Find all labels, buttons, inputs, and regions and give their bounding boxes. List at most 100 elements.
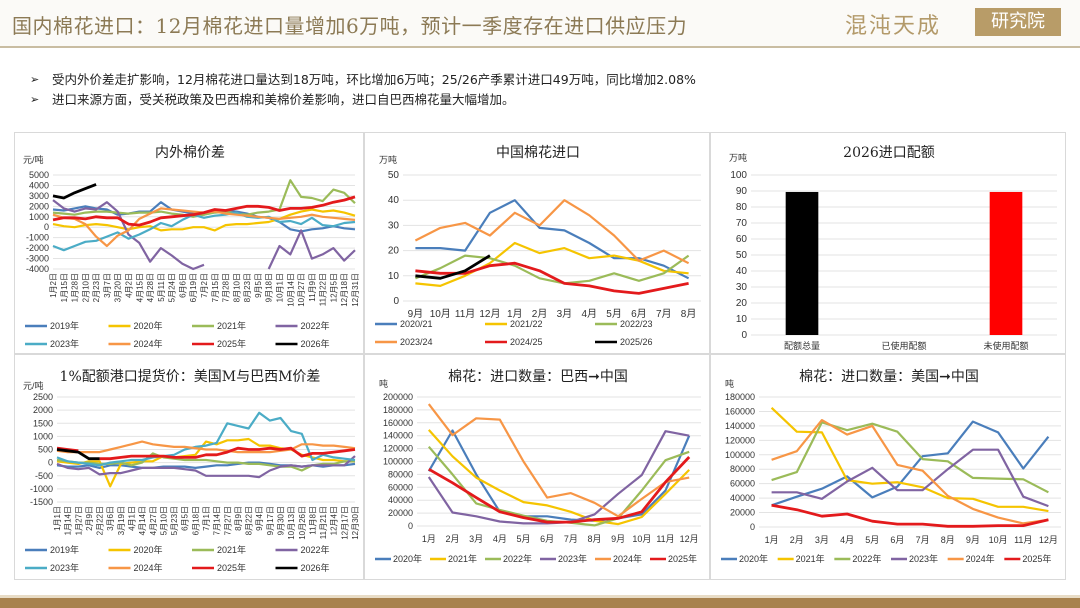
- y-tick-label: 2000: [29, 201, 49, 211]
- y-tick-label: 160000: [725, 406, 755, 416]
- y-tick-label: 2000: [33, 405, 53, 415]
- x-tick-label: 11月: [656, 534, 674, 544]
- x-tick-label: 5月10日: [159, 506, 168, 535]
- series-line-2020: [415, 241, 689, 287]
- chart-panel-us-brazil-spread: 1%配额港口提货价：美国M与巴西M价差 元/吨 2500 2000 1500 1000 50…: [14, 354, 364, 580]
- legend-label: 2023年: [909, 553, 938, 564]
- y-tick-label: 50: [736, 250, 748, 261]
- x-tick-label: 1月14日: [64, 506, 73, 535]
- y-tick-label: -3000: [26, 254, 49, 264]
- series-line-2019: [427, 429, 691, 522]
- series-group: [414, 199, 690, 295]
- x-tick-label: 8月9日: [234, 506, 243, 531]
- legend-label: 2020年: [134, 544, 163, 555]
- chart-title: 棉花：进口数量：巴西➞中国: [448, 368, 628, 385]
- x-tick-label: 3月19日: [117, 506, 126, 535]
- y-tick-label: 80: [736, 202, 748, 213]
- legend-label: 2022年: [852, 553, 881, 564]
- y-tick-label: -2000: [26, 243, 49, 253]
- x-tick-label: 4月: [581, 308, 597, 320]
- x-tick-label: 8月: [587, 534, 601, 544]
- x-tick-label: 7月28日: [222, 273, 231, 302]
- series-line-2022: [771, 448, 1049, 508]
- series-line-2025: [771, 503, 1049, 528]
- y-tick-label: 500: [38, 445, 53, 455]
- x-tick-label: 1月2日: [49, 273, 58, 298]
- x-tick-label: 2月: [445, 534, 459, 544]
- series-group: [427, 403, 691, 527]
- series-line-2021: [414, 254, 690, 285]
- x-tick-label: 10月: [989, 535, 1008, 545]
- legend-label: 2021年: [448, 553, 477, 564]
- x-tick-label: 1月: [422, 534, 436, 544]
- logo-badge: 研究院: [975, 8, 1061, 36]
- gridlines: [57, 396, 355, 503]
- legend-label: 2025年: [668, 553, 697, 564]
- series-line-2022: [52, 199, 356, 271]
- x-tick-label: 12月: [1039, 535, 1058, 545]
- logo-text: 混沌天成: [845, 14, 942, 39]
- y-tick-label: 90: [736, 186, 748, 197]
- summary-bullets: ➢ 受内外价差走扩影响，12月棉花进口量达到18万吨，环比增加6万吨；25/26…: [30, 70, 696, 110]
- footer-divider: [0, 595, 1080, 598]
- x-tick-label: 1月28日: [71, 273, 80, 302]
- y-tick-label: 3000: [29, 191, 49, 201]
- y-tick-label: 5000: [29, 170, 49, 180]
- series-line-2023: [56, 411, 356, 467]
- y-tick-label: 1000: [29, 212, 49, 222]
- x-tick-label: 7月: [656, 308, 672, 320]
- legend-label: 2020/21: [400, 319, 433, 329]
- y-tick-label: 2500: [33, 392, 53, 402]
- legend-label: 2020年: [393, 553, 422, 564]
- y-tick-label: 40: [388, 195, 400, 206]
- y-tick-label: 20000: [730, 508, 755, 518]
- x-tick-label: 12月17日: [340, 506, 349, 540]
- y-axis-unit-label: 元/吨: [23, 154, 44, 165]
- x-tick-label: 11月22日: [319, 273, 328, 306]
- x-tick-label: 配额总量: [784, 340, 820, 351]
- y-axis-unit-label: 元/吨: [23, 380, 44, 391]
- legend-label: 2022年: [301, 320, 330, 331]
- x-tick-label: 6月6日: [178, 273, 187, 298]
- x-tick-label: 3月20日: [114, 273, 123, 302]
- x-tick-label: 8月: [941, 535, 955, 545]
- y-tick-label: 0: [741, 330, 747, 341]
- legend-label: 2022/23: [620, 319, 653, 329]
- y-tick-label: 10: [736, 314, 748, 325]
- y-tick-label: 50: [388, 170, 400, 181]
- x-tick-label: 8月22日: [245, 506, 254, 535]
- y-tick-label: 200000: [383, 392, 413, 402]
- legend-label: 2025/26: [620, 337, 653, 347]
- chart-panel-domestic-foreign-spread: 内外棉价差 元/吨 5000 4000 3000 2000 1000 0 -1000 -2000-…: [14, 132, 364, 354]
- y-tick-label: 10: [388, 271, 400, 282]
- x-tick-label: 8月: [681, 308, 697, 320]
- x-tick-label: 5月: [606, 308, 622, 320]
- x-tick-label: 10月14日: [286, 273, 295, 307]
- legend-label: 2025年: [217, 338, 246, 349]
- y-tick-label: 60: [736, 234, 748, 245]
- x-tick-label: 12月31日: [351, 273, 360, 307]
- x-tick-label: 11月8日: [308, 506, 317, 535]
- legend-label: 2019年: [50, 320, 79, 331]
- y-tick-label: 80000: [730, 464, 755, 474]
- x-tick-label: 10月1日: [276, 273, 285, 302]
- x-tick-label: 1月27日: [74, 506, 83, 535]
- x-tick-label: 5月11日: [157, 273, 166, 302]
- x-tick-label: 12月30日: [351, 506, 360, 540]
- x-tick-label: 11月9日: [308, 273, 317, 302]
- x-tick-label: 7月1日: [202, 506, 211, 531]
- x-tick-label: 12月: [680, 534, 699, 544]
- legend-label: 2024年: [134, 562, 163, 573]
- legend-label: 2025年: [217, 562, 246, 573]
- x-tick-label: 12月18日: [340, 273, 349, 307]
- y-tick-label: -500: [35, 471, 53, 481]
- legend-label: 2026年: [301, 562, 330, 573]
- x-tick-label: 11月: [1014, 535, 1032, 545]
- x-tick-label: 4月28日: [146, 273, 155, 302]
- series-group: [56, 411, 356, 488]
- x-tick-label: 5月: [865, 535, 879, 545]
- legend-label: 2025年: [1022, 553, 1051, 564]
- x-tick-label: 2月10日: [81, 273, 90, 302]
- x-tick-label: 5月: [516, 534, 530, 544]
